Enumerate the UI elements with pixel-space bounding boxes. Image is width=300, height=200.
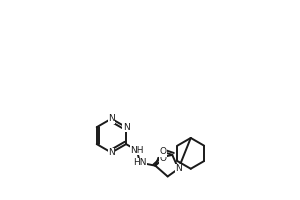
Text: N: N (108, 148, 115, 157)
Text: NH: NH (130, 146, 144, 155)
Text: N: N (123, 123, 129, 132)
Text: HN: HN (133, 158, 147, 167)
Text: O: O (160, 154, 167, 163)
Text: O: O (160, 147, 167, 156)
Text: N: N (175, 164, 182, 173)
Text: N: N (108, 114, 115, 123)
